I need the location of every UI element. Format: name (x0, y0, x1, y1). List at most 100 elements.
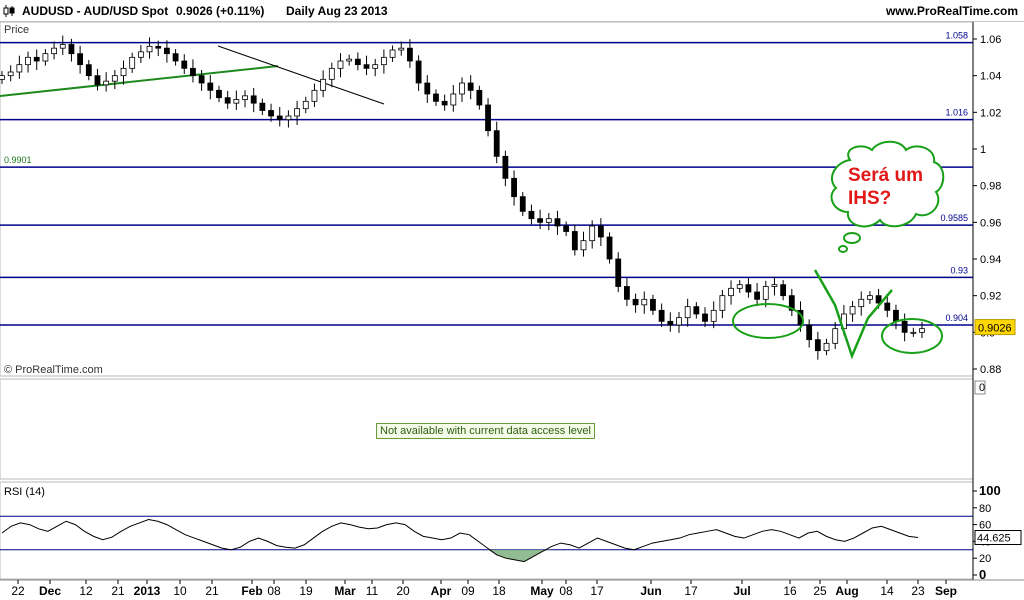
candle-body (597, 225, 604, 238)
candle-body (580, 240, 587, 251)
candle-body (459, 82, 465, 95)
site-link[interactable]: www.ProRealTime.com (885, 4, 1018, 18)
x-tick-label: Dec (39, 584, 61, 598)
candlestick-icon (3, 5, 15, 17)
candle-body (33, 56, 40, 62)
price-panel-label: Price (4, 24, 29, 36)
y-tick-label: 1.02 (980, 107, 1001, 119)
candle-body (415, 60, 422, 84)
x-tick-label: 20 (396, 584, 410, 598)
x-tick-label: May (530, 584, 554, 598)
y-tick-label: 1 (980, 144, 986, 156)
x-tick-label: 17 (590, 584, 604, 598)
x-tick-label: 2013 (134, 584, 161, 598)
price-change: 0.9026 (+0.11%) (176, 4, 265, 18)
black-trendline (217, 45, 385, 105)
candle-body (181, 60, 188, 69)
candle-body (137, 51, 144, 58)
candle-body (554, 218, 561, 227)
candle-body (285, 115, 292, 121)
candle-body (51, 47, 57, 55)
candle-body (346, 58, 353, 62)
thought-bubble (830, 140, 945, 253)
candle-body (190, 67, 196, 77)
x-tick-label: Apr (431, 584, 452, 598)
candle-body (632, 298, 639, 306)
x-tick-label: 16 (783, 584, 797, 598)
period-date: Daily Aug 23 2013 (286, 4, 388, 18)
candle-body (68, 44, 75, 55)
candle-body (762, 286, 769, 300)
rsi-y-tick-label: 0 (979, 567, 986, 582)
x-tick-label: 23 (911, 584, 925, 598)
candle-body (268, 110, 274, 117)
head-v-mark (813, 269, 893, 360)
candle-body (294, 108, 300, 117)
x-tick-label: 10 (173, 584, 187, 598)
candle-body (502, 155, 509, 179)
x-tick-label: Jun (640, 584, 661, 598)
x-tick-label: 12 (79, 584, 93, 598)
candle-body (224, 97, 231, 104)
candle-body (276, 115, 283, 121)
candle-body (0, 75, 5, 80)
candle-body (571, 231, 578, 251)
y-tick-label: 0.92 (980, 291, 1001, 303)
current-price-badge (974, 319, 1016, 336)
x-tick-label: 21 (205, 584, 219, 598)
x-tick-label: Aug (835, 584, 858, 598)
thought-bubble-dot-large (843, 232, 861, 244)
ihs-annotations (732, 269, 943, 360)
x-tick-label: Feb (241, 584, 262, 598)
candle-body (832, 328, 839, 344)
rsi-y-tick-label: 80 (979, 503, 991, 515)
candle-body (476, 89, 483, 106)
x-tick-label: Jul (733, 584, 750, 598)
candle-body (233, 99, 240, 104)
right-shoulder-circle (881, 318, 943, 354)
candle-body (771, 284, 778, 287)
candle-body (103, 80, 110, 86)
candle-body (94, 75, 101, 86)
y-tick-label: 0.98 (980, 181, 1001, 193)
candle-body (545, 218, 552, 223)
rsi-oversold-fill (487, 549, 552, 562)
price-panel-frame (0, 21, 974, 377)
candle-body (337, 60, 344, 69)
candle-body (485, 104, 491, 132)
y-tick-label: 0.96 (980, 217, 1001, 229)
candle-body (398, 47, 405, 51)
candle-body (606, 236, 613, 260)
candle-body (858, 298, 865, 308)
level-label: 1.016 (945, 108, 968, 118)
candle-body (788, 295, 795, 311)
candle-body (849, 306, 856, 315)
candle-body (754, 291, 760, 300)
level-label: 1.058 (945, 31, 968, 41)
candle-body (615, 258, 622, 287)
rsi-y-tick-label: 100 (979, 483, 1001, 498)
rsi-current-label: 44.625 (977, 533, 1011, 545)
candle-body (172, 53, 179, 62)
candle-body (511, 177, 517, 198)
x-tick-label: 08 (267, 584, 281, 598)
candle-body (164, 47, 170, 55)
chart-header: AUDUSD - AUD/USD Spot 0.9026 (+0.11%) Da… (0, 0, 1024, 22)
candle-body (380, 56, 387, 66)
x-tick-label: 09 (461, 584, 475, 598)
candle-body (693, 306, 700, 315)
candle-body (85, 64, 92, 77)
candle-body (302, 100, 309, 110)
x-tick-label: 21 (111, 584, 125, 598)
candle-body (25, 56, 31, 66)
candle-body (155, 45, 162, 49)
rsi-current-badge (974, 530, 1022, 546)
candle-body (216, 89, 222, 99)
candle-body (146, 45, 153, 53)
left-shoulder-circle (732, 303, 804, 339)
candle-body (441, 100, 448, 106)
candle-body (77, 53, 84, 66)
thought-bubble-dot-small (838, 245, 848, 253)
candle-body (207, 82, 214, 91)
